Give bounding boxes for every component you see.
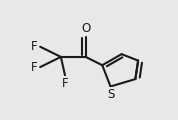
Text: F: F	[31, 40, 37, 53]
Text: F: F	[62, 77, 68, 90]
Text: S: S	[107, 88, 114, 101]
Text: F: F	[31, 61, 37, 74]
Text: O: O	[81, 22, 90, 35]
